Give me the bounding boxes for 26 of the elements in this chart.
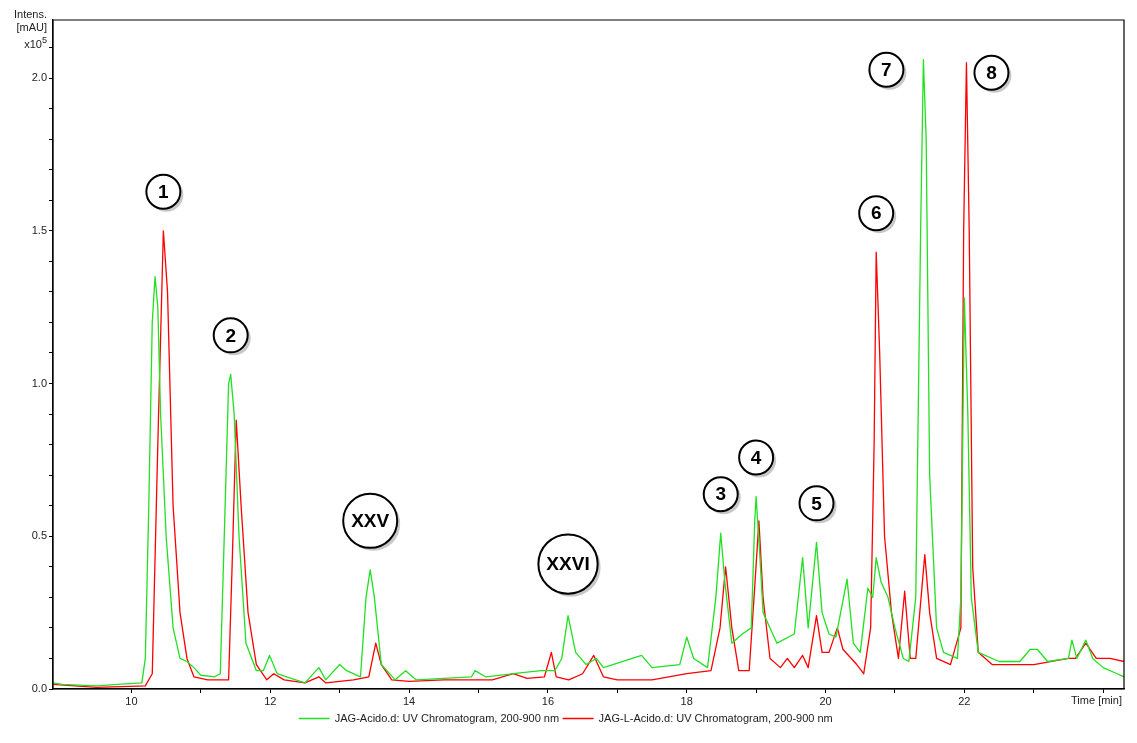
annotation: 8 xyxy=(986,62,997,83)
y-tick-label: 0.0 xyxy=(31,682,47,695)
annotation: XXV xyxy=(351,510,390,532)
x-tick-label: 14 xyxy=(402,694,416,707)
y-axis-title: Intens. [mAU] x10$^{5}$ xyxy=(12,8,47,51)
annotation: 3 xyxy=(715,483,727,505)
legend-label: JAG-Acido.d: UV Chromatogram, 200-900 nm xyxy=(334,711,560,724)
y-tick-label: 1.0 xyxy=(31,376,47,389)
annotation: 6 xyxy=(870,202,882,224)
x-axis-title: Time [min] xyxy=(1071,693,1122,706)
x-tick-label: 16 xyxy=(541,694,555,707)
x-tick-label: 20 xyxy=(819,694,832,707)
x-tick-label: 10 xyxy=(125,694,138,707)
x-tick-label: 22 xyxy=(958,694,971,707)
legend-label: JAG-L-Acido.d: UV Chromatogram, 200-900 nm xyxy=(598,711,833,724)
y-tick-label: 0.5 xyxy=(31,529,47,542)
annotation: XXVI xyxy=(546,553,590,575)
x-tick-label: 12 xyxy=(264,694,277,707)
annotation: 5 xyxy=(811,492,823,514)
x-tick-label: 18 xyxy=(680,694,693,707)
annotation: 4 xyxy=(750,446,762,468)
annotation: 1 xyxy=(158,181,170,203)
y-tick-label: 1.5 xyxy=(31,223,47,236)
annotation: 2 xyxy=(225,324,236,346)
y-tick-label: 2.0 xyxy=(31,71,47,84)
annotation: 7 xyxy=(881,58,892,80)
